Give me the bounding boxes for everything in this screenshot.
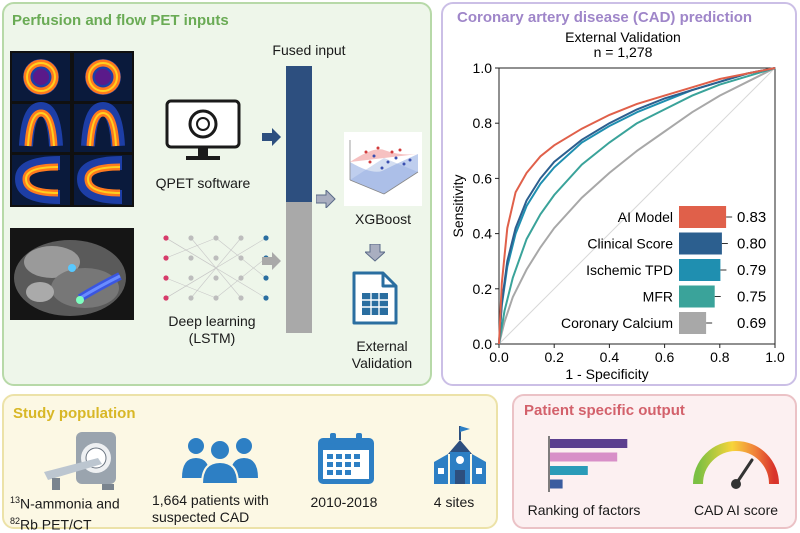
sites-label: 4 sites <box>433 494 475 510</box>
arrow-right-icon <box>316 190 336 208</box>
x-tick-label: 0.8 <box>710 349 730 365</box>
auc-bar-chart: AI Model 0.83 Clinical Score 0.80 Ischemic T… <box>561 206 766 334</box>
auc-bar-ischemic-tpd <box>679 259 721 281</box>
chart-title-line2: n = 1,278 <box>594 44 653 60</box>
pet-ct-scanner-icon <box>44 432 116 490</box>
roc-line-coronary-calcium <box>498 67 776 345</box>
ct-flow-image <box>10 228 134 320</box>
auc-category-label: AI Model <box>618 209 673 225</box>
spreadsheet-document-icon <box>352 271 398 325</box>
scanner-label-line1: N-ammonia and <box>20 495 120 512</box>
auc-value-label: 0.83 <box>737 209 766 226</box>
neural-network-icon <box>163 235 269 301</box>
inputs-panel-title: Perfusion and flow PET inputs <box>12 12 229 29</box>
auc-value-label: 0.79 <box>737 262 766 279</box>
monitor-icon <box>165 99 241 160</box>
ranking-bar <box>550 452 618 462</box>
deep-learning-label-line2: (LSTM) <box>188 330 236 346</box>
xgboost-plot-icon <box>344 132 422 206</box>
deep-learning-label: Deep learning (LSTM) <box>152 313 272 347</box>
gauge-label: CAD AI score <box>693 502 779 518</box>
xgboost-label: XGBoost <box>354 211 412 227</box>
ranking-bars-chart <box>548 436 628 492</box>
y-axis-label: Sensitivity <box>450 174 466 237</box>
years-label: 2010-2018 <box>310 494 378 510</box>
y-tick-label: 0.8 <box>473 115 493 131</box>
chance-diagonal <box>498 67 776 345</box>
cad-panel-title: Coronary artery disease (CAD) prediction <box>457 9 753 26</box>
auc-bar-ai-model <box>679 206 727 228</box>
ranking-bar <box>550 479 563 489</box>
gauge-icon <box>693 441 779 489</box>
external-validation-label-line1: External <box>356 338 408 354</box>
x-tick-label: 0.6 <box>655 349 675 365</box>
ranking-bar <box>550 439 628 448</box>
auc-category-label: Coronary Calcium <box>561 315 673 331</box>
fused-input-bar-deep-learning <box>286 202 312 333</box>
patients-label-line2: suspected CAD <box>152 509 250 525</box>
auc-category-label: Clinical Score <box>587 236 673 252</box>
x-tick-label: 0.4 <box>600 349 620 365</box>
y-tick-label: 1.0 <box>473 60 493 76</box>
external-validation-label-line2: Validation <box>351 355 413 371</box>
auc-category-label: Ischemic TPD <box>586 262 673 278</box>
fused-input-bar-perfusion <box>286 66 312 202</box>
arrow-right-icon <box>262 128 281 146</box>
roc-line-clinical-score <box>498 67 776 345</box>
x-tick-label: 1.0 <box>765 349 785 365</box>
ranking-label: Ranking of factors <box>527 502 641 518</box>
arrow-down-icon <box>365 244 385 262</box>
roc-line-mfr <box>498 67 776 345</box>
y-tick-label: 0.2 <box>473 281 493 297</box>
chart-title-line1: External Validation <box>565 29 681 45</box>
auc-value-label: 0.75 <box>737 289 766 306</box>
roc-line-ai-model <box>498 67 776 345</box>
calendar-icon <box>318 433 374 484</box>
x-tick-label: 0.2 <box>544 349 564 365</box>
isotope-82-superscript: 82 <box>10 515 21 526</box>
fused-input-label: Fused input <box>272 42 346 58</box>
roc-lines <box>498 67 776 345</box>
x-tick-label: 0.0 <box>489 349 509 365</box>
y-tick-label: 0.6 <box>473 170 493 186</box>
isotope-13-superscript: 13 <box>10 495 21 505</box>
site-building-icon <box>434 426 486 484</box>
roc-axes: 0.0 0.2 0.4 0.6 0.8 1.0 0.0 0.2 0.4 0.6 0.8 1.0 1 - … <box>450 60 785 382</box>
y-tick-label: 0.0 <box>473 336 493 352</box>
arrow-right-icon <box>262 252 281 270</box>
scanner-label-line2: Rb PET/CT <box>20 516 92 533</box>
patient-output-panel: Patient specific output Ranking of facto… <box>512 394 797 529</box>
qpet-label: QPET software <box>155 175 251 191</box>
ranking-bar <box>550 466 588 475</box>
auc-bar-mfr <box>679 285 715 308</box>
cad-prediction-panel: Coronary artery disease (CAD) prediction… <box>441 2 797 386</box>
external-validation-label: External Validation <box>332 338 432 372</box>
study-panel-title: Study population <box>13 405 136 422</box>
auc-category-label: MFR <box>643 289 673 305</box>
plot-frame <box>498 67 776 345</box>
auc-bar-coronary-calcium <box>679 312 707 334</box>
patients-label: 1,664 patients with suspected CAD <box>152 492 302 526</box>
roc-chart: External Validation n = 1,278 0.0 0.2 0.4 0… <box>450 29 785 382</box>
y-tick-label: 0.4 <box>473 226 493 242</box>
auc-value-label: 0.80 <box>737 236 766 253</box>
pet-perfusion-images <box>10 51 134 207</box>
auc-bar-clinical-score <box>679 232 722 255</box>
scanner-label: 13N-ammonia and 82Rb PET/CT <box>10 492 150 533</box>
patients-group-icon <box>182 438 258 484</box>
x-axis-label: 1 - Specificity <box>565 366 648 382</box>
output-panel-title: Patient specific output <box>524 402 685 419</box>
inputs-panel: Perfusion and flow PET inputs <box>2 2 432 386</box>
study-population-panel: Study population 13N-ammonia and 82Rb PE… <box>2 394 498 532</box>
deep-learning-label-line1: Deep learning <box>168 313 256 329</box>
patients-label-line1: 1,664 patients with <box>152 492 269 508</box>
auc-value-label: 0.69 <box>737 315 766 332</box>
